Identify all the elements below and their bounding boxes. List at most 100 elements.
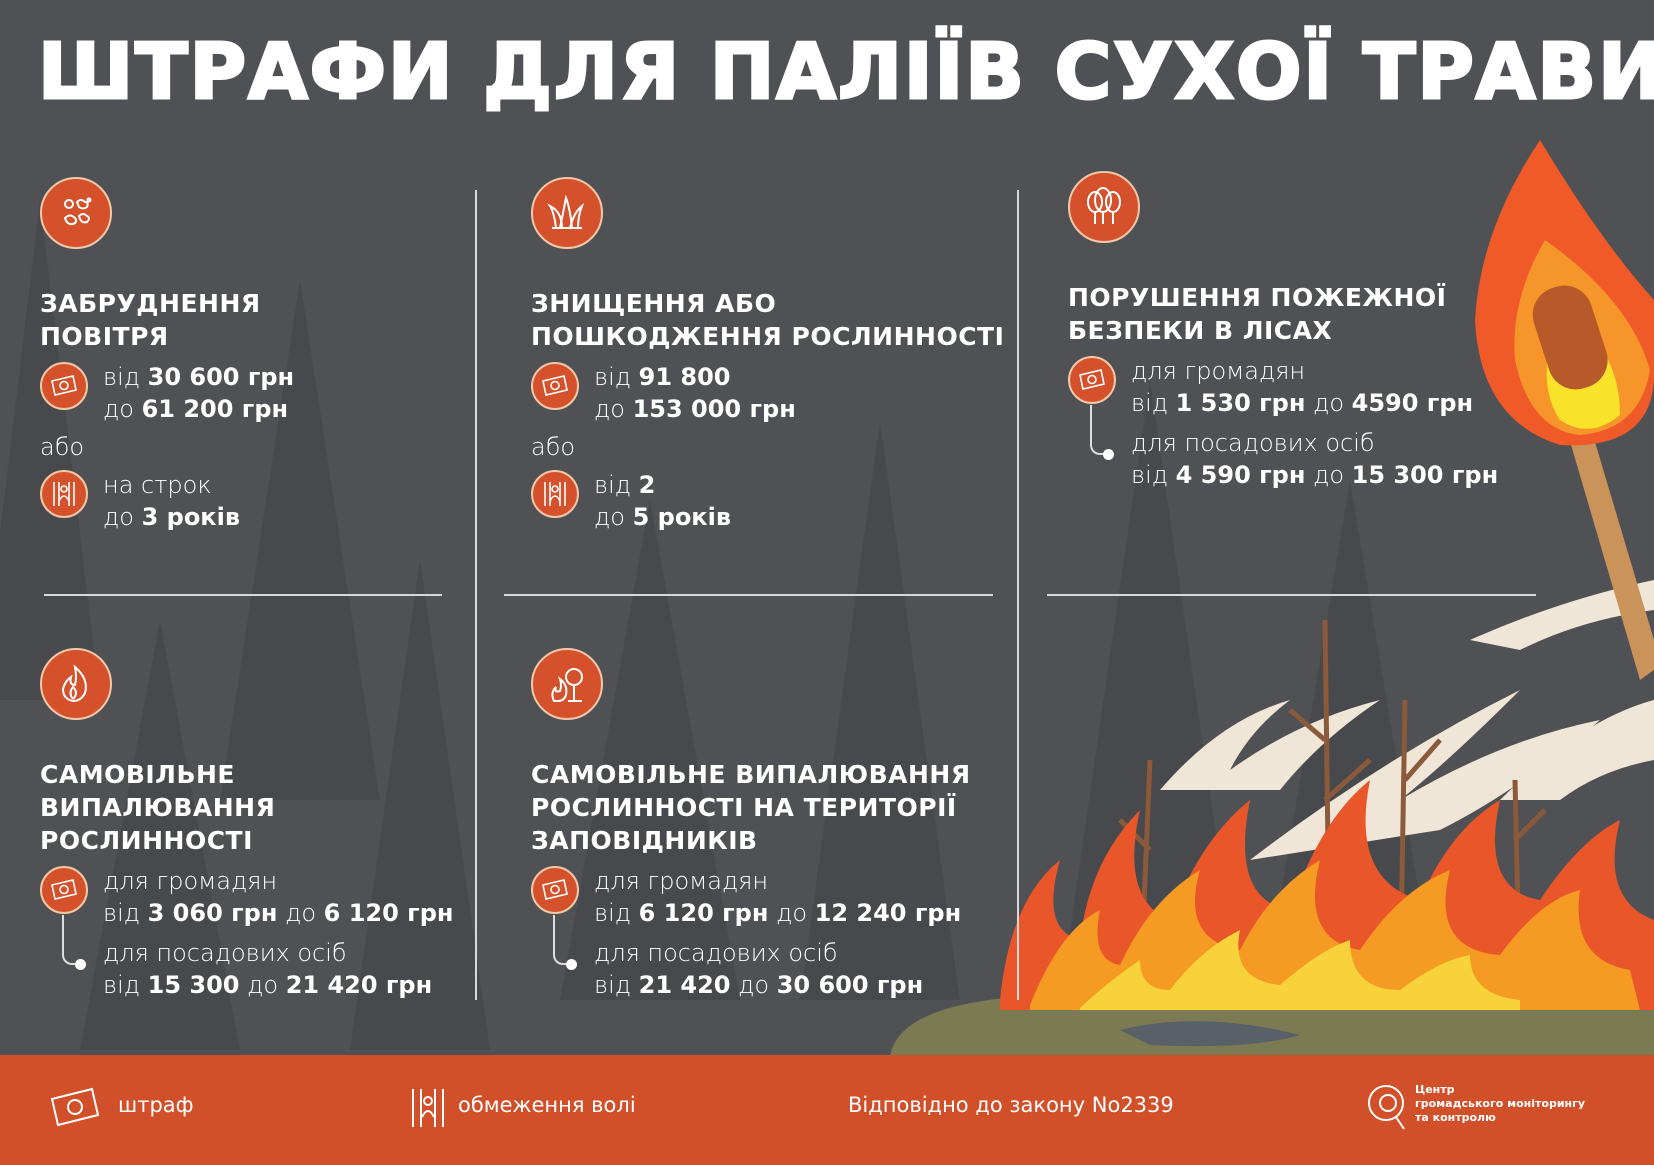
penalty-group: для громадян від 1 530 грн до 4590 грн <box>1131 355 1538 419</box>
penalty-line: від 91 800 <box>594 361 1001 393</box>
heading-line: САМОВІЛЬНЕ ВИПАЛЮВАННЯ <box>531 760 971 789</box>
penalty-amount: 4 590 грн <box>1175 461 1306 489</box>
organization-logo-text: Центр громадського моніторингу та контро… <box>1415 1083 1585 1125</box>
penalty-amount: 3 років <box>141 503 241 531</box>
penalty-list: для громадян від 1 530 грн до 4590 грн для… <box>1068 355 1538 491</box>
penalty-line: від 30 600 грн <box>103 361 510 393</box>
money-icon <box>40 362 88 410</box>
penalty-amount: 15 300 <box>147 971 240 999</box>
penalty-group: від 91 800 до 153 000 грн <box>594 361 1001 425</box>
penalty-group: для посадових осіб від 15 300 до 21 420 г… <box>103 937 510 1001</box>
penalty-amount: 15 300 грн <box>1351 461 1499 489</box>
penalty-line: для громадян <box>103 865 510 897</box>
column-divider <box>1017 190 1019 1000</box>
penalty-text: від <box>594 363 639 391</box>
penalty-list: для громадян від 6 120 грн до 12 240 грн д… <box>531 865 1051 1001</box>
penalty-text: до <box>103 395 142 423</box>
penalty-amount: 30 600 грн <box>147 363 295 391</box>
penalty-line: до 61 200 грн <box>103 393 510 425</box>
penalty-amount: 12 240 грн <box>814 899 962 927</box>
penalty-group: для посадових осіб від 4 590 грн до 15 30… <box>1131 427 1538 491</box>
section-air-pollution: ЗАБРУДНЕННЯ ПОВІТРЯ від 30 600 грн до 61 20… <box>40 177 510 535</box>
penalty-amount: 2 <box>638 471 656 499</box>
penalty-amount: 1 530 грн <box>1175 389 1306 417</box>
money-icon <box>531 362 579 410</box>
penalty-line: від 21 420 до 30 600 грн <box>594 969 1051 1001</box>
penalty-amount: 61 200 грн <box>141 395 289 423</box>
trees-icon <box>1068 171 1140 243</box>
penalty-amount: 153 000 грн <box>632 395 796 423</box>
penalty-line: для громадян <box>1131 355 1538 387</box>
penalty-text: до <box>1305 389 1352 417</box>
heading-line: ПОШКОДЖЕННЯ РОСЛИННОСТІ <box>531 322 1005 351</box>
connector-line <box>1090 405 1108 455</box>
organization-logo-icon <box>1368 1085 1405 1130</box>
or-separator: або <box>40 433 85 461</box>
penalty-amount: 4590 грн <box>1351 389 1474 417</box>
penalty-group: для громадян від 3 060 грн до 6 120 грн <box>103 865 510 929</box>
penalty-text: до <box>594 395 633 423</box>
law-reference: Відповідно до закону No2339 <box>848 1093 1174 1117</box>
heading-line: ЗАПОВІДНИКІВ <box>531 826 758 855</box>
fire-icon <box>40 648 112 720</box>
penalty-group: від 30 600 грн до 61 200 грн <box>103 361 510 425</box>
penalty-line: від 15 300 до 21 420 грн <box>103 969 510 1001</box>
penalty-group: для посадових осіб від 21 420 до 30 600 г… <box>594 937 1051 1001</box>
penalty-line: до 153 000 грн <box>594 393 1001 425</box>
penalty-text: від <box>103 971 148 999</box>
section-heading: САМОВІЛЬНЕ ВИПАЛЮВАННЯ РОСЛИННОСТІ <box>40 758 510 857</box>
penalty-amount: 6 120 грн <box>638 899 769 927</box>
smoke-particles-icon <box>40 177 112 249</box>
penalty-group: для громадян від 6 120 грн до 12 240 грн <box>594 865 1051 929</box>
penalty-text: до <box>277 899 324 927</box>
connector-line <box>62 915 80 965</box>
penalty-group: від 2 до 5 років <box>594 469 1001 533</box>
heading-line: ЗНИЩЕННЯ АБО <box>531 289 777 318</box>
penalty-list: для громадян від 3 060 грн до 6 120 грн дл… <box>40 865 510 1001</box>
penalty-amount: 30 600 грн <box>776 971 924 999</box>
penalty-text: для громадян <box>103 867 278 895</box>
section-heading: ЗАБРУДНЕННЯ ПОВІТРЯ <box>40 287 510 353</box>
heading-line: ВИПАЛЮВАННЯ <box>40 793 276 822</box>
prison-bars-icon <box>40 470 88 518</box>
connector-dot <box>1103 449 1114 460</box>
flames <box>1000 780 1654 1010</box>
row-divider <box>504 594 993 596</box>
fine-item: для громадян від 6 120 грн до 12 240 грн д… <box>531 865 1051 1001</box>
penalty-amount: 21 420 <box>638 971 731 999</box>
row-divider <box>1047 594 1536 596</box>
grass-icon <box>531 177 603 249</box>
penalty-line: для посадових осіб <box>1131 427 1538 459</box>
penalty-text: від <box>594 899 639 927</box>
logo-line: громадського моніторингу <box>1415 1097 1586 1110</box>
prison-bars-icon <box>412 1089 444 1127</box>
penalty-line: до 3 років <box>103 501 510 533</box>
penalty-text: від <box>1131 389 1176 417</box>
penalty-text: до <box>594 503 633 531</box>
column-divider <box>475 190 477 1000</box>
penalty-text: для посадових осіб <box>594 939 838 967</box>
penalty-text: до <box>1305 461 1352 489</box>
penalty-text: на строк <box>103 471 212 499</box>
penalty-line: від 4 590 грн до 15 300 грн <box>1131 459 1538 491</box>
penalty-text: для посадових осіб <box>103 939 347 967</box>
penalty-line: від 1 530 грн до 4590 грн <box>1131 387 1538 419</box>
money-icon <box>40 866 88 914</box>
money-icon <box>1068 356 1116 404</box>
money-icon <box>531 866 579 914</box>
section-forest-fire-safety: ПОРУШЕННЯ ПОЖЕЖНОЇ БЕЗПЕКИ В ЛІСАХ для гро… <box>1068 171 1538 491</box>
penalty-text: від <box>594 971 639 999</box>
penalty-text: до <box>103 503 142 531</box>
legend-fine-label: штраф <box>118 1093 194 1117</box>
penalty-text: до <box>239 971 286 999</box>
penalty-group: на строк до 3 років <box>103 469 510 533</box>
imprisonment-item: на строк до 3 років <box>40 469 510 535</box>
penalty-text: для громадян <box>1131 357 1306 385</box>
logo-line: та контролю <box>1415 1111 1496 1124</box>
penalty-text: для громадян <box>594 867 769 895</box>
heading-line: ЗАБРУДНЕННЯ <box>40 289 261 318</box>
section-heading: ЗНИЩЕННЯ АБО ПОШКОДЖЕННЯ РОСЛИННОСТІ <box>531 287 1005 353</box>
penalty-text: від <box>594 471 639 499</box>
penalty-text: до <box>730 971 777 999</box>
connector-dot <box>75 959 86 970</box>
